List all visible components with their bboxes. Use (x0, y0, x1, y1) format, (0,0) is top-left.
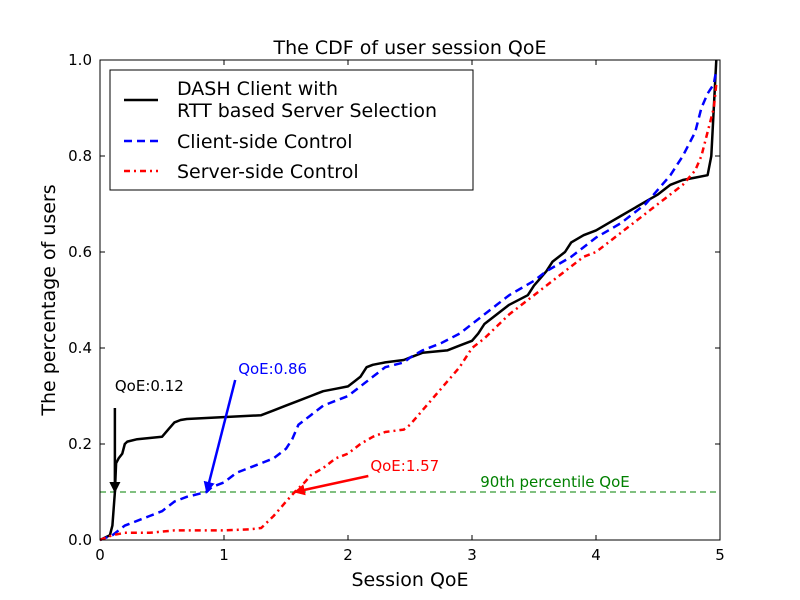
x-tick-label: 4 (591, 546, 601, 564)
y-axis-label: The percentage of users (38, 184, 60, 416)
legend-label-server-side: Server-side Control (177, 161, 359, 183)
x-axis-label: Session QoE (351, 569, 468, 591)
annotation-arrow (203, 379, 237, 494)
annotation-label: QoE:0.12 (115, 377, 184, 395)
plot-frame (99, 59, 721, 541)
legend-box (109, 69, 474, 191)
y-tick-label: 0.8 (68, 147, 92, 165)
x-tick-label: 5 (715, 546, 725, 564)
y-tick-label: 0.6 (68, 243, 92, 261)
x-tick-label: 2 (343, 546, 353, 564)
annotation-label: QoE:0.86 (238, 360, 307, 378)
legend-label-client-side: Client-side Control (177, 131, 353, 153)
x-tick-label: 1 (219, 546, 229, 564)
legend: DASH Client with RTT based Server Select… (109, 69, 474, 191)
annotation-arrow (293, 474, 369, 496)
y-tick-label: 1.0 (68, 51, 92, 69)
plot-area: 90th percentile QoE QoE:0.12 QoE:0.86 QoE:1… (68, 51, 725, 564)
series-line-server-side (99, 83, 718, 542)
x-tick-label: 0 (95, 546, 105, 564)
y-tick-label: 0.4 (68, 339, 92, 357)
chart-title: The CDF of user session QoE (272, 37, 546, 59)
annotation-label: QoE:1.57 (370, 457, 439, 475)
y-tick-label: 0.0 (68, 531, 92, 549)
reference-line-label: 90th percentile QoE (480, 473, 630, 491)
legend-label-dash-client-line1: DASH Client with (177, 78, 338, 100)
x-tick-label: 3 (467, 546, 477, 564)
legend-label-dash-client-line2: RTT based Server Selection (177, 100, 437, 122)
y-tick-label: 0.2 (68, 435, 92, 453)
